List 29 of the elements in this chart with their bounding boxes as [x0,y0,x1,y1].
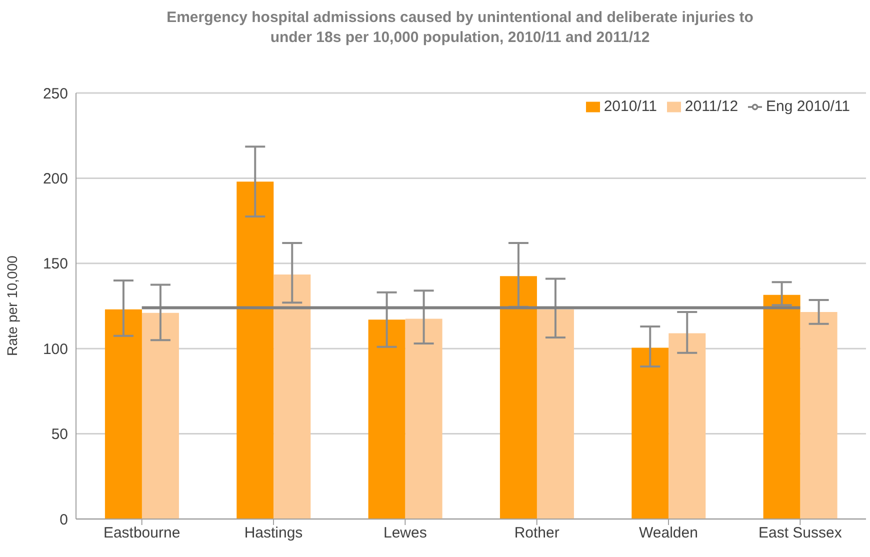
bar [368,320,406,519]
bar [236,182,274,519]
chart-title: Emergency hospital admissions caused by unintentional and deliberate injuries to under 18s per 10,000 population, 2010/11 and 2011/12 [166,8,754,48]
y-tick-label: 50 [51,426,68,444]
x-tick-label: Rother [514,524,560,542]
bar [632,348,669,519]
bar [104,309,142,519]
bar [763,294,800,519]
y-tick-label: 100 [42,340,68,358]
x-tick-label: Hastings [244,524,303,542]
legend-label: 2011/12 [684,98,738,115]
y-tick-label: 0 [60,511,68,528]
bar [142,312,179,519]
bar [668,333,706,519]
legend-label: Eng 2010/11 [766,98,850,115]
bar [800,312,838,519]
y-tick-label: 200 [42,170,68,188]
y-tick-label: 250 [42,85,68,102]
x-tick-label: Wealden [639,524,698,542]
y-tick-label: 150 [42,256,68,273]
x-tick-label: Eastbourne [103,524,180,542]
bar [274,274,311,519]
x-tick-label: East Sussex [758,524,842,542]
bar [536,309,574,519]
bar [405,318,442,519]
legend-label: 2010/11 [604,98,657,115]
y-axis-title: Rate per 10,000 [4,255,20,356]
bar [500,276,537,519]
x-tick-label: Lewes [383,524,427,542]
